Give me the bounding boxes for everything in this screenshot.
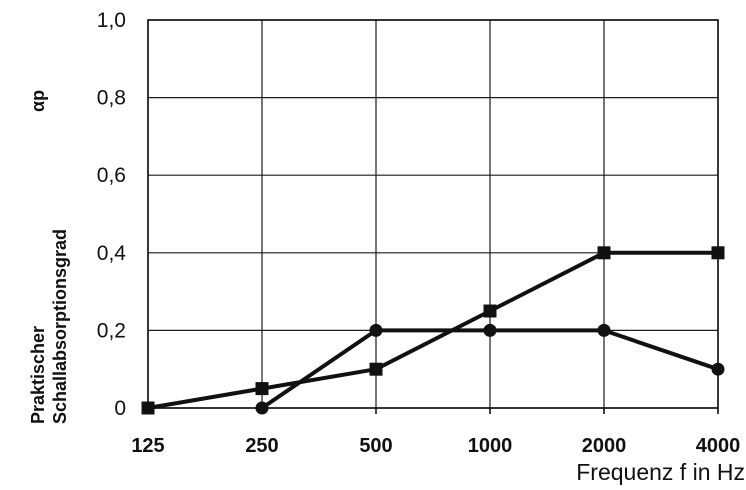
x-tick-labels: 125 250 500 1000 2000 4000: [131, 435, 740, 457]
x-axis-title: Frequenz f in Hz: [576, 459, 745, 485]
x-tick-label: 500: [359, 435, 392, 457]
x-tick-label: 4000: [696, 435, 741, 457]
square-series-point: [711, 246, 725, 260]
plot-area-border: [147, 19, 719, 409]
y-axis-title-line-2: Schallabsorptionsgrad: [50, 229, 70, 424]
circle-series-point: [483, 323, 497, 337]
circle-series-point: [369, 323, 383, 337]
y-axis-title: Praktischer Schallabsorptionsgrad αp: [28, 90, 70, 424]
square-series-point: [141, 401, 155, 415]
y-tick-labels: 0 0,2 0,4 0,6 0,8 1,0: [97, 9, 127, 420]
y-axis-symbol: αp: [28, 90, 48, 112]
y-tick-label: 0,2: [97, 319, 126, 342]
circle-series-point: [711, 362, 725, 376]
y-tick-label: 1,0: [97, 9, 126, 32]
circle-series-point: [597, 323, 611, 337]
x-tick-label: 2000: [582, 435, 627, 457]
y-tick-label: 0,8: [97, 87, 126, 110]
series-markers: [141, 246, 725, 415]
y-tick-label: 0: [114, 397, 126, 420]
x-tick-label: 250: [245, 435, 278, 457]
square-series-point: [483, 304, 497, 318]
x-tick-label: 125: [131, 435, 164, 457]
square-series-point: [597, 246, 611, 260]
square-series-line: [146, 250, 720, 410]
square-series-point: [255, 382, 269, 396]
circle-series-point: [255, 401, 269, 415]
y-axis-title-line-1: Praktischer: [28, 326, 48, 424]
y-tick-label: 0,6: [97, 164, 126, 187]
square-series-point: [369, 362, 383, 376]
y-tick-label: 0,4: [97, 242, 127, 265]
x-tick-label: 1000: [468, 435, 513, 457]
